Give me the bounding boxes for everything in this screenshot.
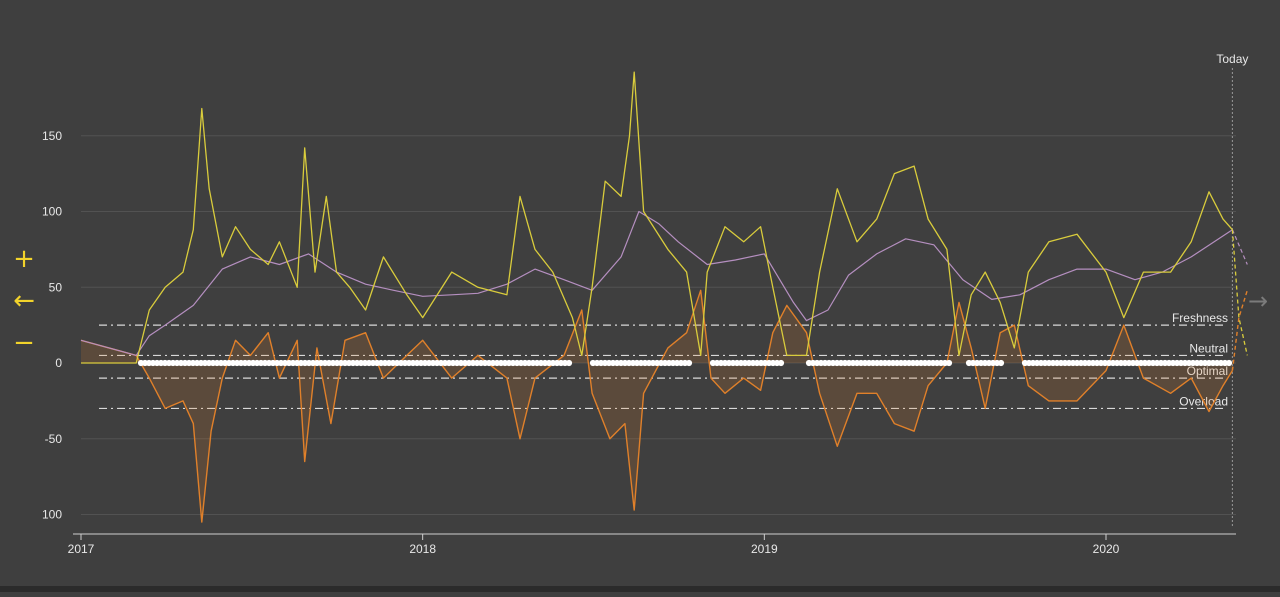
pan-left-button[interactable]: ←	[13, 286, 35, 316]
bottom-bar	[0, 586, 1280, 592]
x-tick-label: 2020	[1093, 542, 1120, 556]
reference-label: Freshness	[1172, 311, 1228, 325]
zoom-in-button[interactable]: +	[13, 244, 35, 274]
y-tick-label: 50	[49, 280, 63, 294]
activity-dot	[997, 359, 1005, 367]
pan-right-button[interactable]: →	[1247, 287, 1269, 315]
activity-dot	[945, 359, 953, 367]
reference-label: Neutral	[1189, 341, 1228, 355]
fitness-projection-line	[1231, 229, 1248, 265]
activity-dot	[565, 359, 573, 367]
today-marker: Today	[1216, 52, 1248, 526]
y-tick-label: 100	[42, 205, 62, 219]
today-label: Today	[1216, 52, 1248, 66]
y-tick-label: -50	[45, 432, 63, 446]
x-tick-label: 2017	[68, 542, 95, 556]
activity-dot	[685, 359, 693, 367]
y-tick-label: 100	[42, 508, 62, 522]
x-tick-label: 2019	[751, 542, 778, 556]
axes: 150 100 50 0 -50 100 2017 2018 2019 2020	[42, 129, 1236, 556]
fatigue-line	[81, 71, 1233, 364]
form-projection-line	[1231, 290, 1248, 371]
activity-dot	[777, 359, 785, 367]
fatigue-projection-line	[1231, 229, 1248, 356]
series-lines	[80, 71, 1248, 523]
reference-label: Optimal	[1187, 364, 1228, 378]
activity-dots	[137, 359, 1233, 367]
activity-dot	[1225, 359, 1233, 367]
y-tick-label: 150	[42, 129, 62, 143]
x-tick-label: 2018	[409, 542, 436, 556]
zoom-out-button[interactable]: −	[13, 328, 35, 358]
form-line	[80, 289, 1233, 523]
form-area	[81, 290, 1233, 523]
fitness-line	[80, 210, 1233, 356]
y-tick-label: 0	[55, 356, 62, 370]
